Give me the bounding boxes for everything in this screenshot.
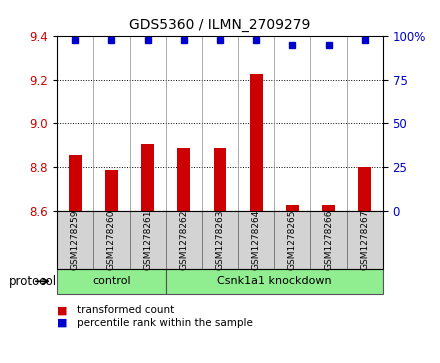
Text: ■: ■ [57,318,68,328]
Text: GSM1278259: GSM1278259 [71,209,80,270]
Text: control: control [92,276,131,286]
Bar [286,205,299,211]
Bar [250,74,263,211]
Text: GSM1278261: GSM1278261 [143,209,152,270]
Text: protocol: protocol [9,275,57,288]
Text: transformed count: transformed count [77,305,174,315]
Bar [359,167,371,211]
Bar [105,170,118,211]
Text: GSM1278260: GSM1278260 [107,209,116,270]
Bar [141,144,154,211]
Title: GDS5360 / ILMN_2709279: GDS5360 / ILMN_2709279 [129,19,311,33]
Text: GSM1278266: GSM1278266 [324,209,333,270]
Text: GSM1278262: GSM1278262 [180,209,188,270]
Text: GSM1278264: GSM1278264 [252,209,260,270]
Text: Csnk1a1 knockdown: Csnk1a1 knockdown [217,276,332,286]
Bar [69,155,82,211]
Bar [322,205,335,211]
Text: GSM1278265: GSM1278265 [288,209,297,270]
Bar [214,148,226,211]
Text: percentile rank within the sample: percentile rank within the sample [77,318,253,328]
Bar [177,148,190,211]
Text: GSM1278267: GSM1278267 [360,209,369,270]
Text: ■: ■ [57,305,68,315]
Text: GSM1278263: GSM1278263 [216,209,224,270]
